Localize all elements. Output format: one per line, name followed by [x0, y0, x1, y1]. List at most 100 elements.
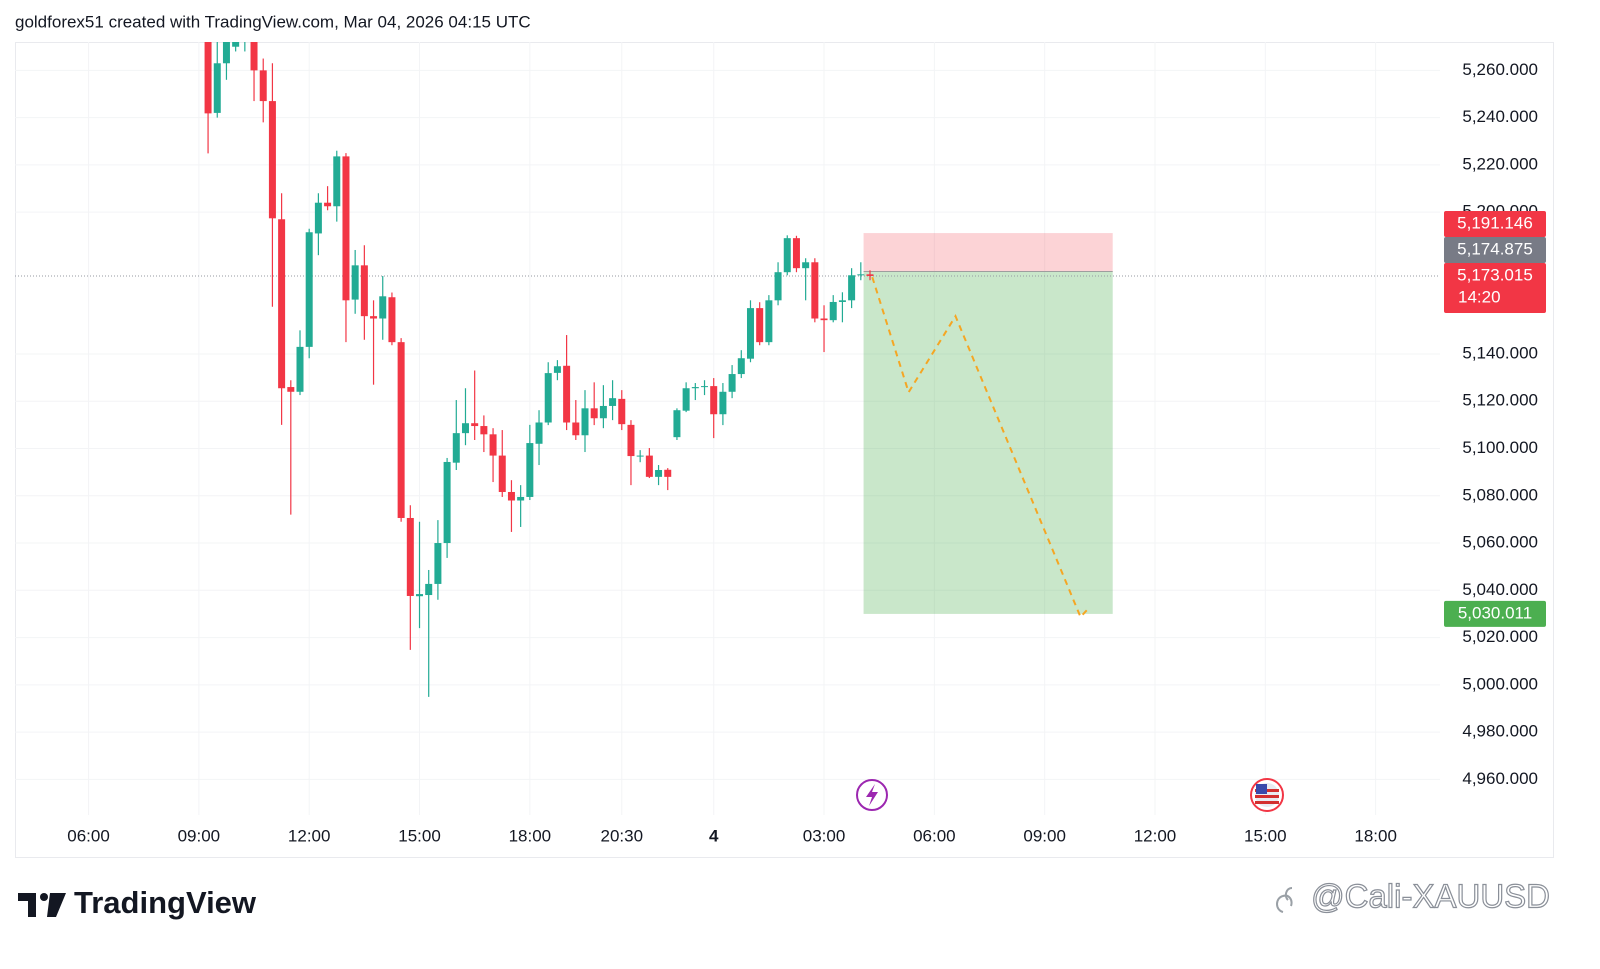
candle-body — [370, 316, 378, 319]
candle-body — [682, 388, 690, 411]
x-tick-label: 18:00 — [1354, 826, 1397, 845]
candle-body — [324, 202, 332, 207]
y-tick-label: 4,980.000 — [1462, 722, 1538, 741]
candle-body — [434, 543, 442, 584]
x-tick-label: 03:00 — [803, 826, 846, 845]
y-tick-label: 5,120.000 — [1462, 391, 1538, 410]
candle-body — [792, 238, 800, 269]
y-tick-label: 5,060.000 — [1462, 533, 1538, 552]
candle-body — [351, 265, 359, 300]
candle-body — [838, 300, 846, 302]
price-badge — [1444, 236, 1546, 263]
stop-zone — [863, 233, 1113, 272]
candle-body — [296, 346, 304, 392]
candle-body — [857, 274, 865, 276]
candle-body — [691, 387, 699, 389]
candle-body — [774, 272, 782, 301]
y-tick-label: 5,240.000 — [1462, 107, 1538, 126]
candle-body — [599, 405, 607, 419]
candle-body — [563, 365, 571, 423]
candle-body — [471, 423, 479, 427]
price-badge — [1444, 210, 1546, 237]
candle-body — [452, 433, 460, 463]
position-tool — [15, 233, 1440, 614]
y-tick-label: 5,140.000 — [1462, 343, 1538, 362]
candle-body — [618, 398, 626, 425]
x-tick-label: 06:00 — [913, 826, 956, 845]
x-tick-label: 4 — [709, 826, 719, 845]
candle-body — [673, 410, 681, 438]
y-tick-label: 5,220.000 — [1462, 154, 1538, 173]
candle-body — [737, 358, 745, 375]
watermark-icon — [1276, 887, 1293, 913]
watermark: @Cali-XAUUSD — [1311, 878, 1550, 915]
price-badge — [1444, 600, 1546, 627]
candle-body — [728, 374, 736, 392]
brand-name: TradingView — [74, 885, 257, 920]
candle-body — [480, 426, 488, 435]
candle-body — [701, 386, 709, 388]
candle-body — [609, 398, 617, 406]
candle-body — [627, 424, 635, 457]
candle-body — [848, 275, 856, 301]
price-badges: 5,174.875 5,191.146 5,030.011 5,173.015 14:2… — [1444, 210, 1546, 627]
x-tick-label: 15:00 — [1244, 826, 1287, 845]
candle-body — [544, 373, 552, 423]
grid — [15, 42, 1440, 815]
candle-body — [572, 422, 580, 436]
candle-body — [535, 422, 543, 444]
candle-body — [811, 262, 819, 319]
candle-body — [232, 42, 240, 47]
candle-body — [406, 517, 414, 596]
chart-frame — [15, 42, 1554, 858]
candle-body — [379, 296, 387, 319]
x-tick-label: 06:00 — [67, 826, 110, 845]
projection-path — [871, 276, 1090, 619]
candle-body — [710, 386, 718, 415]
price-countdown: 14:20 — [1458, 287, 1501, 306]
target-zone — [863, 271, 1113, 614]
x-tick-label: 12:00 — [1134, 826, 1177, 845]
candle-body — [820, 318, 828, 321]
candle-body — [802, 262, 810, 269]
candle-body — [645, 455, 653, 477]
candle-body — [397, 342, 405, 518]
event-icon[interactable] — [856, 779, 888, 811]
x-tick-label: 20:30 — [601, 826, 644, 845]
candle-body — [388, 297, 396, 343]
price-badge-label: 5,191.146 — [1457, 213, 1533, 232]
candle-body — [507, 491, 515, 501]
us-flag-icon[interactable] — [1250, 778, 1284, 812]
candle-body — [746, 308, 754, 359]
y-tick-label: 5,020.000 — [1462, 627, 1538, 646]
candle-body — [213, 63, 221, 113]
candle-body — [655, 470, 663, 477]
candle-body — [416, 594, 424, 597]
x-tick-label: 15:00 — [398, 826, 441, 845]
x-tick-label: 09:00 — [1023, 826, 1066, 845]
candle-body — [360, 265, 368, 317]
candle-body — [222, 42, 230, 64]
y-tick-label: 5,100.000 — [1462, 438, 1538, 457]
candle-body — [278, 219, 286, 389]
price-badge-label: 5,173.015 — [1457, 265, 1533, 284]
brand-logo — [18, 893, 66, 917]
y-tick-label: 5,080.000 — [1462, 485, 1538, 504]
x-tick-label: 09:00 — [178, 826, 221, 845]
candle-body — [756, 308, 764, 343]
y-tick-label: 4,960.000 — [1462, 769, 1538, 788]
y-tick-label: 5,000.000 — [1462, 674, 1538, 693]
candle-body — [636, 455, 644, 457]
x-tick-label: 18:00 — [509, 826, 552, 845]
projection — [871, 276, 1090, 619]
candle-body — [526, 443, 534, 497]
candle-body — [333, 156, 341, 207]
candle-body — [498, 455, 506, 492]
candles — [204, 42, 874, 697]
candle-body — [581, 408, 589, 436]
y-tick-label: 5,040.000 — [1462, 580, 1538, 599]
candle-body — [553, 366, 561, 373]
